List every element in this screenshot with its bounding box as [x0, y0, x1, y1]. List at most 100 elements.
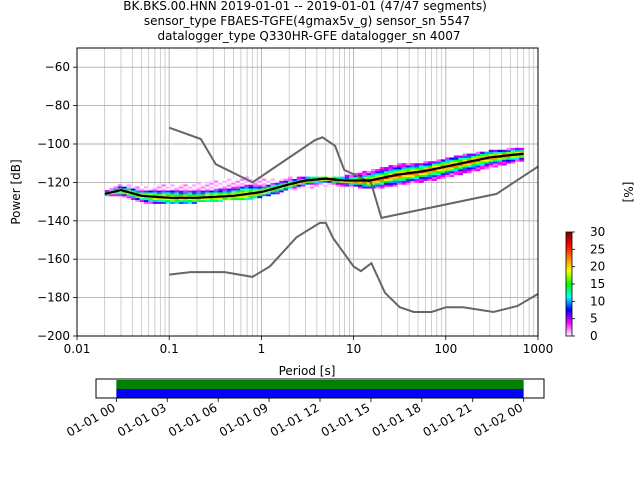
- density-cell: [488, 149, 494, 153]
- density-cell: [209, 186, 215, 189]
- density-cell: [309, 180, 315, 183]
- density-cell: [253, 190, 258, 193]
- density-cell: [432, 174, 437, 178]
- density-cell: [170, 190, 175, 193]
- density-cell: [130, 188, 136, 191]
- density-cell: [144, 201, 149, 204]
- density-cell: [379, 170, 385, 174]
- density-cell: [405, 170, 411, 174]
- density-cell: [357, 180, 363, 183]
- coverage-tick-label: 01-01 09: [217, 400, 271, 439]
- noise-models: [168, 126, 538, 314]
- density-cell: [392, 170, 398, 174]
- density-cell: [261, 182, 267, 185]
- density-cell: [178, 199, 184, 202]
- density-cell: [135, 199, 141, 202]
- density-cell: [405, 180, 411, 183]
- density-cell: [414, 167, 420, 170]
- density-cell: [397, 180, 402, 183]
- density-cell: [344, 176, 350, 179]
- density-cell: [183, 190, 189, 193]
- density-cell: [392, 182, 398, 185]
- density-cell: [205, 182, 210, 185]
- density-cell: [270, 178, 276, 181]
- density-cell: [458, 157, 464, 160]
- density-cell: [327, 176, 333, 179]
- density-cell: [309, 176, 315, 179]
- density-cell: [379, 182, 385, 185]
- density-cell: [336, 176, 341, 179]
- density-cell: [331, 180, 337, 183]
- density-cell: [436, 170, 442, 174]
- density-cell: [248, 197, 254, 201]
- density-cell: [279, 188, 285, 191]
- density-cell: [174, 197, 180, 201]
- density-cell: [462, 163, 468, 166]
- density-cell: [384, 172, 389, 176]
- density-cell: [157, 199, 162, 202]
- density-cell: [144, 192, 149, 195]
- density-cell: [253, 182, 258, 185]
- coverage-tick-label: 01-01 00: [64, 400, 118, 439]
- y-axis-label: Power [dB]: [9, 159, 23, 224]
- density-cell: [301, 178, 306, 181]
- density-cell: [113, 188, 119, 191]
- density-cell: [410, 172, 416, 176]
- density-cell: [235, 188, 241, 191]
- density-cell: [309, 184, 315, 187]
- density-cell: [178, 193, 184, 197]
- density-cell: [257, 178, 263, 181]
- density-cell: [436, 172, 442, 176]
- density-cell: [218, 199, 223, 202]
- density-cell: [135, 186, 141, 189]
- density-cell: [357, 174, 363, 178]
- density-cell: [418, 172, 424, 176]
- density-cell: [222, 188, 228, 191]
- density-cell: [240, 190, 245, 193]
- density-cell: [453, 159, 459, 162]
- density-cell: [174, 193, 180, 197]
- density-cell: [501, 161, 507, 164]
- density-cell: [209, 182, 215, 185]
- density-cell: [458, 172, 464, 176]
- density-cell: [427, 174, 433, 178]
- y-tick-label: −60: [45, 60, 70, 74]
- density-cell: [192, 184, 197, 187]
- density-cell: [161, 190, 167, 193]
- density-cell: [388, 170, 394, 174]
- density-cell: [488, 157, 494, 160]
- density-cell: [174, 188, 180, 191]
- density-cell: [257, 188, 263, 191]
- density-cell: [218, 188, 223, 191]
- density-cell: [274, 178, 280, 181]
- colorbar-tick-label: 15: [590, 277, 605, 291]
- density-cell: [183, 184, 189, 187]
- density-cell: [388, 178, 394, 181]
- density-cell: [157, 190, 162, 193]
- density-cell: [349, 180, 354, 183]
- density-cell: [344, 184, 350, 187]
- density-cell: [139, 188, 145, 191]
- density-cell: [165, 192, 171, 195]
- density-cell: [288, 186, 293, 189]
- density-cell: [471, 157, 477, 160]
- density-cell: [248, 195, 254, 199]
- density-cell: [484, 153, 490, 156]
- density-cell: [270, 182, 276, 185]
- density-cell: [209, 197, 215, 201]
- density-cell: [213, 182, 219, 185]
- density-cell: [283, 186, 289, 189]
- density-cell: [174, 199, 180, 202]
- density-cell: [340, 182, 346, 185]
- density-cell: [370, 170, 376, 174]
- data-coverage-plot: [116, 380, 524, 398]
- density-cell: [187, 184, 193, 187]
- density-cell: [261, 193, 267, 197]
- density-cell: [480, 159, 485, 162]
- density-cell: [209, 192, 215, 195]
- density-cell: [279, 178, 285, 181]
- density-cell: [161, 192, 167, 195]
- density-cell: [266, 178, 271, 181]
- density-cell: [261, 180, 267, 183]
- density-cell: [248, 188, 254, 191]
